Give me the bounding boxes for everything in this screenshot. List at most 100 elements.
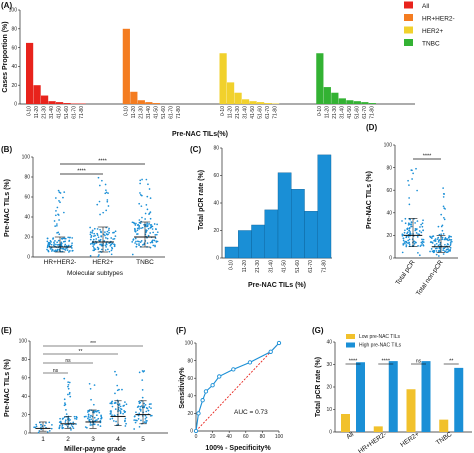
y-tick-label: 100 [19, 339, 28, 345]
data-point [138, 400, 140, 403]
data-point [134, 242, 136, 244]
roc-curve [195, 342, 280, 432]
data-point [153, 239, 156, 242]
data-point [448, 235, 450, 237]
data-point [91, 230, 94, 232]
data-point [61, 424, 64, 427]
data-point [414, 228, 417, 230]
x-tick-label: Total pCR [395, 259, 417, 287]
data-point [105, 246, 107, 248]
data-point [96, 419, 98, 421]
y-axis-label: Pre-NAC TILs (%) [4, 359, 11, 417]
data-point [412, 172, 414, 175]
data-point [68, 393, 71, 395]
data-point [58, 199, 60, 202]
data-point [110, 243, 112, 246]
data-point [58, 233, 61, 236]
data-point [421, 238, 423, 241]
x-tick-label: 60 [243, 434, 249, 440]
panel-label-e: (E) [1, 326, 12, 335]
data-point [120, 408, 123, 411]
data-point [417, 251, 419, 254]
data-point [440, 213, 443, 216]
data-point [135, 245, 138, 248]
data-point [137, 240, 139, 243]
data-point [146, 195, 149, 198]
data-point [110, 253, 113, 256]
y-tick-label: 60 [24, 195, 30, 201]
data-point [417, 233, 419, 235]
data-point [63, 191, 66, 193]
y-tick-label: 20 [326, 385, 332, 391]
data-point [63, 211, 65, 214]
data-point [143, 223, 145, 226]
data-point [89, 243, 92, 245]
x-tick-label: 71-80 [79, 106, 85, 119]
data-point [442, 187, 444, 189]
panel-label-g: (G) [312, 326, 324, 335]
data-point [99, 213, 101, 216]
data-point [146, 242, 149, 244]
data-point [136, 419, 138, 422]
data-point [71, 242, 73, 245]
data-point [124, 401, 126, 403]
data-point [145, 204, 148, 206]
x-tick-label: HER2+ [92, 259, 113, 266]
data-point [140, 227, 142, 230]
data-point [421, 225, 424, 228]
y-tick-label: 40 [213, 201, 219, 207]
data-point [89, 387, 92, 390]
data-point [143, 405, 146, 408]
data-point [435, 253, 438, 256]
data-point [419, 245, 422, 248]
data-point [125, 422, 127, 425]
y-axis-label: Cases Proportion (%) [2, 21, 9, 92]
data-point [136, 406, 139, 408]
data-point [62, 196, 64, 199]
y-tick-label: 20 [213, 228, 219, 234]
data-point [116, 389, 119, 392]
data-point [136, 229, 139, 232]
x-tick-label: 61-70 [168, 106, 174, 119]
data-point [432, 249, 435, 252]
x-tick-label: 51-60 [295, 260, 301, 273]
data-point [89, 238, 92, 241]
data-point [420, 223, 423, 226]
bar-her2- [264, 103, 272, 104]
data-point [45, 422, 47, 424]
data-point [105, 243, 108, 246]
data-point [46, 248, 48, 251]
data-point [106, 233, 109, 236]
data-point [53, 250, 56, 253]
data-point [50, 243, 53, 246]
bar-hr-her2- [137, 100, 145, 104]
data-point [57, 189, 60, 192]
y-tick-label: 80 [213, 146, 219, 152]
x-tick-label: 31-40 [146, 106, 152, 119]
panel-e-chart: 0 20 40 60 80 100 Pre-NAC TILs (%) 1 2 3 4 5 Miller-… [4, 339, 168, 453]
data-point [429, 250, 431, 253]
x-tick-label: 71-80 [273, 106, 279, 119]
data-point [145, 407, 148, 409]
data-point [144, 403, 147, 406]
data-point [439, 243, 441, 246]
data-point [47, 250, 50, 253]
data-point [154, 237, 157, 240]
data-point [84, 426, 87, 428]
data-point [112, 238, 115, 240]
data-point [440, 233, 443, 236]
data-point [115, 374, 118, 376]
x-tick-label: 51-60 [258, 106, 264, 119]
data-point [119, 411, 122, 413]
bar-her2- [249, 101, 257, 104]
data-point [99, 425, 102, 427]
data-point [97, 409, 100, 412]
data-point [57, 239, 60, 242]
data-point [406, 227, 408, 230]
data-point [89, 416, 91, 419]
x-tick-label: 1 [41, 436, 45, 443]
legend-label: High pre-NAC TILs [359, 343, 402, 349]
y-tick-label: 20 [386, 233, 392, 239]
auc-annotation: AUC = 0.73 [234, 409, 268, 416]
data-point [417, 245, 419, 247]
